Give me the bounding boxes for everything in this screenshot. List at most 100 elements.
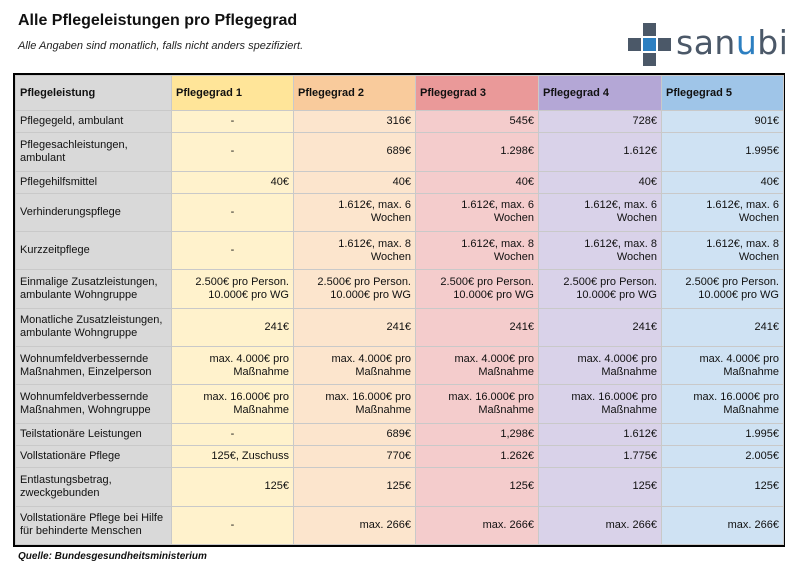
cell-pflegegrad-4: max. 266€: [538, 505, 662, 546]
column-header-pflegegrad-2: Pflegegrad 2: [293, 75, 416, 111]
cell-pflegegrad-4: 40€: [538, 170, 662, 194]
row-label: Pflegehilfsmittel: [15, 170, 172, 194]
table-row: Verhinderungspflege -1.612€, max. 6 Woche…: [15, 192, 784, 233]
table-body: Pflegegeld, ambulant -316€ 545€ 728€ 901€ Pfl…: [15, 109, 784, 546]
cell-pflegegrad-5: 2.500€ pro Person. 10.000€ pro WG: [661, 269, 784, 309]
row-label: Verhinderungspflege: [15, 192, 172, 233]
table-row: Pflegesachleistungen, ambulant -689€ 1.298…: [15, 132, 784, 172]
cell-pflegegrad-2: max. 16.000€ pro Maßnahme: [293, 384, 416, 424]
cell-pflegegrad-5: max. 266€: [661, 505, 784, 546]
cell-pflegegrad-4: 241€: [538, 307, 662, 348]
cell-pflegegrad-3: 125€: [415, 467, 539, 507]
table-row: Vollstationäre Pflege bei Hilfe für behi…: [15, 505, 784, 546]
benefits-table: Pflegeleistung Pflegegrad 1 Pflegegrad 2 Pf…: [13, 73, 785, 547]
cell-pflegegrad-1: -: [171, 132, 294, 172]
table-row: Einmalige Zusatzleistungen, ambulante Wo…: [15, 269, 784, 309]
cell-pflegegrad-3: 1.612€, max. 8 Wochen: [415, 231, 539, 271]
table-row: Pflegegeld, ambulant -316€ 545€ 728€ 901€: [15, 109, 784, 134]
cell-pflegegrad-2: 316€: [293, 109, 416, 134]
cell-pflegegrad-1: 125€: [171, 467, 294, 507]
table-row: Kurzzeitpflege -1.612€, max. 8 Wochen 1.61…: [15, 231, 784, 271]
cell-pflegegrad-2: 241€: [293, 307, 416, 348]
sanubi-logo[interactable]: sanubi: [627, 22, 789, 68]
cell-pflegegrad-4: 1.612€, max. 6 Wochen: [538, 192, 662, 233]
cell-pflegegrad-2: 125€: [293, 467, 416, 507]
cell-pflegegrad-3: max. 4.000€ pro Maßnahme: [415, 346, 539, 386]
cell-pflegegrad-1: -: [171, 231, 294, 271]
cell-pflegegrad-4: 1.612€, max. 8 Wochen: [538, 231, 662, 271]
column-header-pflegegrad-4: Pflegegrad 4: [538, 75, 662, 111]
logo-wordmark: sanubi: [676, 23, 789, 62]
column-header-pflegeleistung: Pflegeleistung: [15, 75, 172, 111]
cell-pflegegrad-2: max. 266€: [293, 505, 416, 546]
table-row: Wohnumfeldverbessernde Maßnahmen, Einzel…: [15, 346, 784, 386]
row-label: Pflegegeld, ambulant: [15, 109, 172, 134]
row-label: Teilstationäre Leistungen: [15, 422, 172, 447]
cell-pflegegrad-1: 125€, Zuschuss: [171, 445, 294, 469]
page-subtitle: Alle Angaben sind monatlich, falls nicht…: [18, 40, 304, 52]
cell-pflegegrad-1: 2.500€ pro Person. 10.000€ pro WG: [171, 269, 294, 309]
cell-pflegegrad-2: max. 4.000€ pro Maßnahme: [293, 346, 416, 386]
row-label: Pflegesachleistungen, ambulant: [15, 132, 172, 172]
cell-pflegegrad-5: 2.005€: [661, 445, 784, 469]
cell-pflegegrad-5: 241€: [661, 307, 784, 348]
table-row: Teilstationäre Leistungen -689€ 1,298€ 1.61…: [15, 422, 784, 447]
table-row: Pflegehilfsmittel 40€ 40€ 40€ 40€ 40€: [15, 170, 784, 194]
column-header-pflegegrad-1: Pflegegrad 1: [171, 75, 294, 111]
cell-pflegegrad-5: 125€: [661, 467, 784, 507]
column-header-pflegegrad-5: Pflegegrad 5: [661, 75, 784, 111]
row-label: Wohnumfeldverbessernde Maßnahmen, Wohngr…: [15, 384, 172, 424]
cell-pflegegrad-4: 1.612€: [538, 132, 662, 172]
cell-pflegegrad-5: 901€: [661, 109, 784, 134]
cell-pflegegrad-5: max. 4.000€ pro Maßnahme: [661, 346, 784, 386]
cell-pflegegrad-3: 241€: [415, 307, 539, 348]
cell-pflegegrad-5: max. 16.000€ pro Maßnahme: [661, 384, 784, 424]
table-row: Vollstationäre Pflege 125€, Zuschuss 770€ 1…: [15, 445, 784, 469]
cell-pflegegrad-2: 40€: [293, 170, 416, 194]
row-label: Vollstationäre Pflege bei Hilfe für behi…: [15, 505, 172, 546]
cell-pflegegrad-4: max. 16.000€ pro Maßnahme: [538, 384, 662, 424]
cell-pflegegrad-5: 1.612€, max. 8 Wochen: [661, 231, 784, 271]
table-row: Monatliche Zusatzleistungen, ambulante W…: [15, 307, 784, 348]
cell-pflegegrad-1: -: [171, 109, 294, 134]
cell-pflegegrad-1: 241€: [171, 307, 294, 348]
cell-pflegegrad-3: 545€: [415, 109, 539, 134]
row-label: Kurzzeitpflege: [15, 231, 172, 271]
cell-pflegegrad-3: 40€: [415, 170, 539, 194]
cell-pflegegrad-3: 2.500€ pro Person. 10.000€ pro WG: [415, 269, 539, 309]
row-label: Monatliche Zusatzleistungen, ambulante W…: [15, 307, 172, 348]
cell-pflegegrad-1: -: [171, 505, 294, 546]
cell-pflegegrad-3: 1.262€: [415, 445, 539, 469]
cell-pflegegrad-2: 2.500€ pro Person. 10.000€ pro WG: [293, 269, 416, 309]
cell-pflegegrad-1: max. 16.000€ pro Maßnahme: [171, 384, 294, 424]
source-note: Quelle: Bundesgesundheitsministerium: [18, 551, 207, 562]
cell-pflegegrad-4: 1.612€: [538, 422, 662, 447]
cell-pflegegrad-5: 1.995€: [661, 422, 784, 447]
table-row: Entlastungsbetrag, zweckgebunden 125€ 125€…: [15, 467, 784, 507]
cell-pflegegrad-1: max. 4.000€ pro Maßnahme: [171, 346, 294, 386]
cell-pflegegrad-3: 1,298€: [415, 422, 539, 447]
row-label: Wohnumfeldverbessernde Maßnahmen, Einzel…: [15, 346, 172, 386]
row-label: Entlastungsbetrag, zweckgebunden: [15, 467, 172, 507]
cell-pflegegrad-1: -: [171, 192, 294, 233]
cell-pflegegrad-4: 728€: [538, 109, 662, 134]
cell-pflegegrad-1: 40€: [171, 170, 294, 194]
cell-pflegegrad-2: 1.612€, max. 6 Wochen: [293, 192, 416, 233]
cell-pflegegrad-5: 1.612€, max. 6 Wochen: [661, 192, 784, 233]
cell-pflegegrad-5: 40€: [661, 170, 784, 194]
table-header-row: Pflegeleistung Pflegegrad 1 Pflegegrad 2 Pf…: [15, 75, 784, 111]
cell-pflegegrad-2: 689€: [293, 132, 416, 172]
cell-pflegegrad-3: 1.612€, max. 6 Wochen: [415, 192, 539, 233]
row-label: Einmalige Zusatzleistungen, ambulante Wo…: [15, 269, 172, 309]
cell-pflegegrad-2: 1.612€, max. 8 Wochen: [293, 231, 416, 271]
cell-pflegegrad-2: 770€: [293, 445, 416, 469]
cell-pflegegrad-3: max. 266€: [415, 505, 539, 546]
cell-pflegegrad-4: 125€: [538, 467, 662, 507]
cell-pflegegrad-3: 1.298€: [415, 132, 539, 172]
logo-cross-icon: [627, 22, 673, 68]
cell-pflegegrad-3: max. 16.000€ pro Maßnahme: [415, 384, 539, 424]
cell-pflegegrad-2: 689€: [293, 422, 416, 447]
cell-pflegegrad-1: -: [171, 422, 294, 447]
page-title: Alle Pflegeleistungen pro Pflegegrad: [18, 12, 298, 29]
row-label: Vollstationäre Pflege: [15, 445, 172, 469]
